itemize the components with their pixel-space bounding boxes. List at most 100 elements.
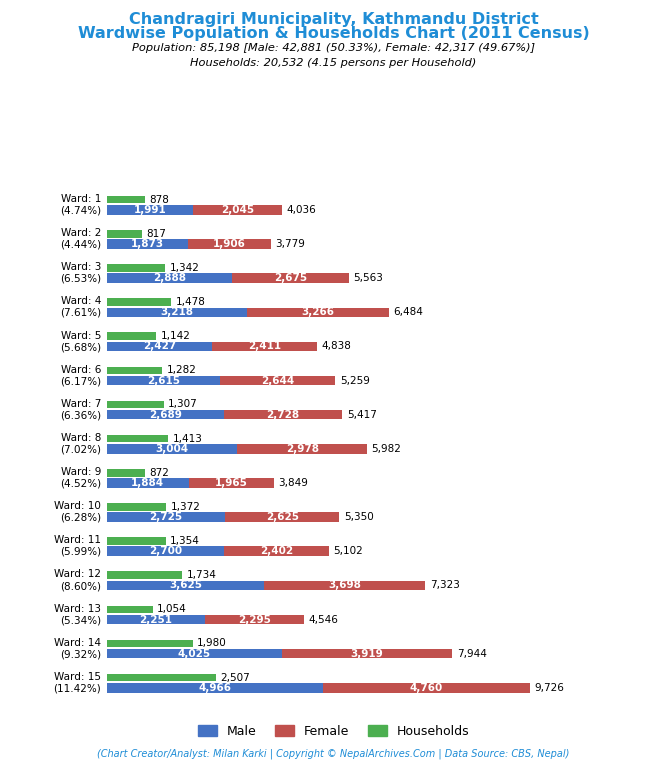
Text: 2,411: 2,411: [248, 342, 281, 352]
Bar: [189, 478, 274, 488]
Bar: [323, 683, 530, 693]
Text: 1,478: 1,478: [175, 297, 205, 307]
Text: 3,919: 3,919: [351, 649, 384, 659]
Bar: [205, 614, 304, 624]
Bar: [225, 512, 340, 522]
Bar: [107, 478, 189, 488]
Text: 1,142: 1,142: [161, 331, 191, 341]
Text: 4,036: 4,036: [287, 205, 316, 215]
Text: 5,102: 5,102: [333, 546, 363, 556]
Bar: [107, 273, 232, 283]
Bar: [107, 683, 323, 693]
Bar: [281, 649, 452, 658]
Text: 2,888: 2,888: [153, 273, 186, 283]
Text: 1,372: 1,372: [171, 502, 201, 512]
Bar: [224, 547, 329, 556]
Bar: [107, 401, 163, 409]
Bar: [107, 205, 193, 215]
Text: 4,838: 4,838: [321, 342, 352, 352]
Text: 1,307: 1,307: [168, 399, 197, 409]
Bar: [107, 444, 237, 454]
Bar: [193, 205, 282, 215]
Text: 6,484: 6,484: [393, 307, 423, 317]
Text: 1,991: 1,991: [133, 205, 166, 215]
Bar: [107, 614, 205, 624]
Text: 1,282: 1,282: [167, 366, 197, 376]
Bar: [107, 333, 156, 340]
Text: 9,726: 9,726: [534, 683, 564, 693]
Text: 2,045: 2,045: [221, 205, 254, 215]
Text: 3,625: 3,625: [169, 581, 202, 591]
Text: 4,760: 4,760: [410, 683, 443, 693]
Bar: [107, 512, 225, 522]
Bar: [107, 435, 168, 442]
Bar: [107, 264, 165, 272]
Text: 2,295: 2,295: [238, 614, 271, 624]
Bar: [107, 571, 182, 579]
Text: 2,625: 2,625: [266, 512, 299, 522]
Bar: [107, 410, 223, 419]
Text: 5,417: 5,417: [347, 409, 377, 420]
Text: Wardwise Population & Households Chart (2011 Census): Wardwise Population & Households Chart (…: [77, 26, 590, 41]
Text: 2,644: 2,644: [261, 376, 295, 386]
Bar: [212, 342, 317, 351]
Text: Population: 85,198 [Male: 42,881 (50.33%), Female: 42,317 (49.67%)]
Households: : Population: 85,198 [Male: 42,881 (50.33%…: [132, 43, 535, 68]
Text: 1,413: 1,413: [173, 434, 202, 444]
Bar: [107, 342, 212, 351]
Text: 2,675: 2,675: [274, 273, 307, 283]
Bar: [107, 640, 193, 647]
Bar: [107, 503, 166, 511]
Bar: [107, 230, 142, 237]
Text: 1,054: 1,054: [157, 604, 187, 614]
Text: Chandragiri Municipality, Kathmandu District: Chandragiri Municipality, Kathmandu Dist…: [129, 12, 538, 27]
Bar: [264, 581, 426, 590]
Text: 5,563: 5,563: [353, 273, 383, 283]
Text: 2,700: 2,700: [149, 546, 182, 556]
Text: 1,980: 1,980: [197, 638, 227, 648]
Legend: Male, Female, Households: Male, Female, Households: [193, 720, 474, 743]
Text: 2,615: 2,615: [147, 376, 180, 386]
Text: 4,025: 4,025: [177, 649, 211, 659]
Bar: [107, 538, 165, 545]
Text: 3,849: 3,849: [279, 478, 308, 488]
Text: 5,259: 5,259: [340, 376, 370, 386]
Text: 1,906: 1,906: [213, 239, 246, 249]
Text: 3,004: 3,004: [155, 444, 189, 454]
Text: 2,978: 2,978: [285, 444, 319, 454]
Text: 878: 878: [149, 194, 169, 205]
Text: 3,218: 3,218: [160, 307, 193, 317]
Text: 2,427: 2,427: [143, 342, 176, 352]
Text: 2,251: 2,251: [139, 614, 172, 624]
Bar: [107, 605, 153, 613]
Text: 4,546: 4,546: [309, 614, 339, 624]
Bar: [107, 196, 145, 204]
Text: 3,266: 3,266: [301, 307, 334, 317]
Bar: [107, 307, 247, 317]
Text: 1,354: 1,354: [170, 536, 200, 546]
Text: 2,402: 2,402: [260, 546, 293, 556]
Text: 2,728: 2,728: [266, 409, 299, 420]
Bar: [107, 298, 171, 306]
Text: 3,779: 3,779: [275, 239, 305, 249]
Bar: [107, 581, 264, 590]
Bar: [107, 376, 221, 386]
Bar: [107, 240, 188, 249]
Text: 2,507: 2,507: [220, 673, 250, 683]
Text: 5,350: 5,350: [344, 512, 374, 522]
Bar: [223, 410, 342, 419]
Text: 1,884: 1,884: [131, 478, 164, 488]
Bar: [188, 240, 271, 249]
Text: 2,725: 2,725: [149, 512, 183, 522]
Bar: [221, 376, 336, 386]
Text: 1,734: 1,734: [187, 570, 216, 580]
Bar: [107, 366, 163, 374]
Bar: [107, 649, 281, 658]
Text: 5,982: 5,982: [372, 444, 401, 454]
Bar: [232, 273, 349, 283]
Text: 3,698: 3,698: [328, 581, 362, 591]
Text: 7,323: 7,323: [430, 581, 460, 591]
Text: 4,966: 4,966: [198, 683, 231, 693]
Text: 1,873: 1,873: [131, 239, 164, 249]
Text: 1,342: 1,342: [169, 263, 199, 273]
Text: 2,689: 2,689: [149, 409, 181, 420]
